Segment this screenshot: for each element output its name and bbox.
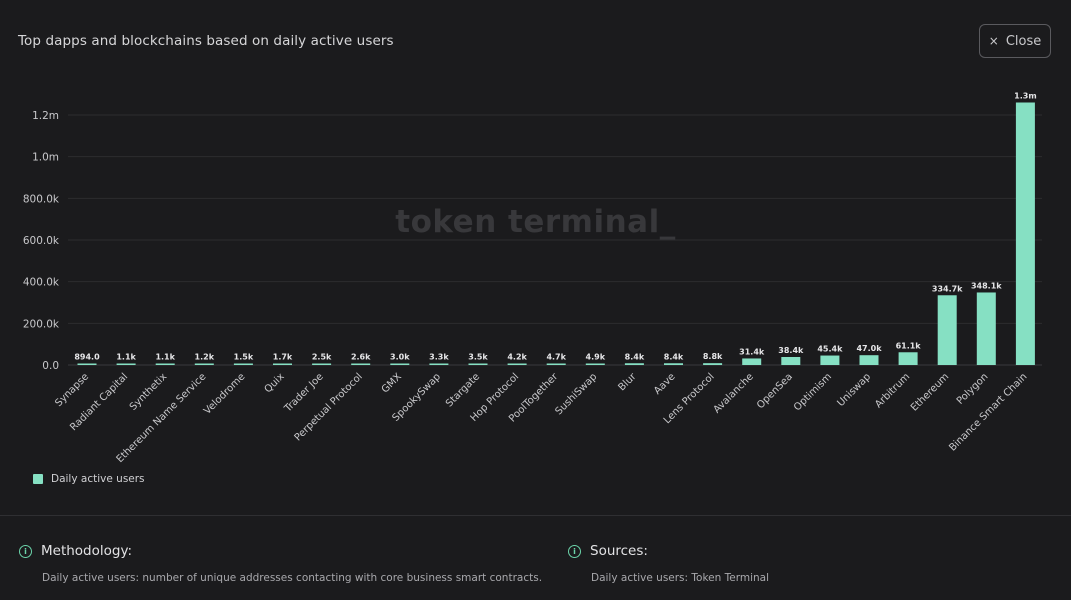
chart-bar[interactable]: [233, 363, 253, 366]
x-tick-label: Blur: [617, 371, 640, 394]
chart-bar[interactable]: [1015, 102, 1035, 366]
bar-chart-svg: 0.0 200.0k 400.0k 600.0k 800.0k 1.0m 1.2m 894.0…: [23, 92, 1042, 465]
chart-bar[interactable]: [898, 352, 918, 365]
info-icon: i: [19, 544, 32, 558]
x-tick-label: GMX: [380, 371, 404, 395]
legend-label: Daily active users: [51, 473, 145, 485]
x-tick-label: Synapse: [53, 371, 91, 409]
data-label: 2.5k: [312, 353, 332, 362]
x-tick-label: Polygon: [955, 371, 991, 407]
chart-legend[interactable]: Daily active users: [33, 473, 145, 485]
x-tick-label: Optimism: [792, 371, 834, 413]
chart-bar[interactable]: [507, 363, 527, 366]
x-tick-label: Quix: [263, 371, 287, 395]
chart-bar[interactable]: [390, 363, 410, 366]
chart-bar[interactable]: [703, 363, 723, 365]
x-tick-label: Synthetix: [128, 371, 170, 413]
data-label: 8.4k: [625, 352, 645, 361]
chart-bar[interactable]: [937, 295, 957, 365]
data-label: 61.1k: [896, 341, 922, 350]
data-label: 348.1k: [971, 281, 1002, 290]
data-label: 8.4k: [664, 352, 684, 361]
chart-bar[interactable]: [116, 363, 136, 366]
info-icon: i: [568, 544, 581, 558]
sources-title: Sources:: [590, 543, 648, 559]
chart-bar[interactable]: [155, 363, 175, 366]
data-label: 1.1k: [116, 353, 136, 362]
x-tick-label: Binance Smart Chain: [947, 371, 1029, 453]
x-tick-label: Aave: [652, 371, 677, 396]
data-label: 8.8k: [703, 352, 723, 361]
legend-swatch: [33, 474, 43, 484]
y-tick-label: 800.0k: [23, 193, 60, 205]
x-tick-label: Ethereum: [909, 371, 951, 413]
methodology-section: i Methodology: Daily active users: numbe…: [19, 543, 542, 584]
y-tick-label: 1.0m: [32, 152, 59, 164]
chart-bar[interactable]: [781, 357, 801, 365]
x-tick-label: Stargate: [444, 371, 482, 409]
x-tick-label: SushiSwap: [553, 371, 599, 417]
chart-bar[interactable]: [273, 363, 292, 366]
data-label: 894.0: [74, 353, 100, 362]
chart-bar[interactable]: [312, 363, 332, 366]
x-tick-label: OpenSea: [755, 371, 795, 411]
data-label: 4.7k: [546, 353, 566, 362]
data-label: 47.0k: [856, 344, 882, 353]
chart-bar[interactable]: [976, 292, 996, 365]
chart-bar[interactable]: [468, 363, 488, 366]
close-icon: ×: [988, 34, 999, 48]
data-label: 31.4k: [739, 347, 765, 356]
data-label: 334.7k: [932, 284, 963, 293]
data-label: 1.2k: [195, 353, 215, 362]
chart-title: Top dapps and blockchains based on daily…: [18, 33, 394, 49]
y-tick-label: 600.0k: [23, 235, 60, 247]
sources-section: i Sources: Daily active users: Token Ter…: [568, 543, 769, 584]
data-label: 2.6k: [351, 353, 371, 362]
sources-text: Daily active users: Token Terminal: [591, 572, 769, 584]
x-tick-label: Avalanche: [712, 371, 756, 415]
x-tick-label: Velodrome: [202, 371, 248, 417]
footer-divider: [0, 515, 1071, 516]
chart-bar[interactable]: [664, 363, 683, 365]
chart-bar[interactable]: [859, 355, 879, 365]
chart-bar[interactable]: [585, 363, 605, 366]
y-tick-label: 0.0: [42, 360, 59, 372]
data-label: 1.3m: [1014, 92, 1037, 101]
data-label: 3.5k: [468, 353, 488, 362]
close-button-label: Close: [1005, 33, 1042, 49]
data-label: 1.7k: [273, 353, 293, 362]
chart-bar[interactable]: [742, 358, 762, 365]
data-label: 4.2k: [507, 353, 527, 362]
chart-bar[interactable]: [351, 363, 371, 366]
chart-bar[interactable]: [194, 363, 214, 366]
chart-bar[interactable]: [429, 363, 449, 366]
y-tick-label: 200.0k: [23, 318, 60, 330]
x-tick-label: Perpetual Protocol: [293, 371, 365, 443]
methodology-title: Methodology:: [41, 543, 133, 559]
chart-bar[interactable]: [77, 363, 97, 366]
x-tick-label: Uniswap: [835, 371, 873, 409]
chart-bar[interactable]: [624, 363, 644, 365]
methodology-text: Daily active users: number of unique add…: [42, 572, 543, 584]
data-label: 1.1k: [155, 353, 175, 362]
chart-bar[interactable]: [546, 363, 566, 366]
y-tick-label: 1.2m: [32, 110, 59, 122]
y-tick-label: 400.0k: [23, 277, 60, 289]
x-tick-label: Arbitrum: [873, 371, 912, 410]
close-button[interactable]: × Close: [979, 24, 1051, 58]
bar-chart: 0.0 200.0k 400.0k 600.0k 800.0k 1.0m 1.2m 894.0…: [0, 90, 1071, 470]
data-label: 4.9k: [586, 353, 606, 362]
data-label: 3.3k: [429, 353, 449, 362]
data-label: 45.4k: [817, 345, 843, 354]
data-label: 3.0k: [390, 353, 410, 362]
data-label: 1.5k: [234, 353, 254, 362]
chart-bar[interactable]: [820, 355, 840, 365]
data-label: 38.4k: [778, 346, 804, 355]
